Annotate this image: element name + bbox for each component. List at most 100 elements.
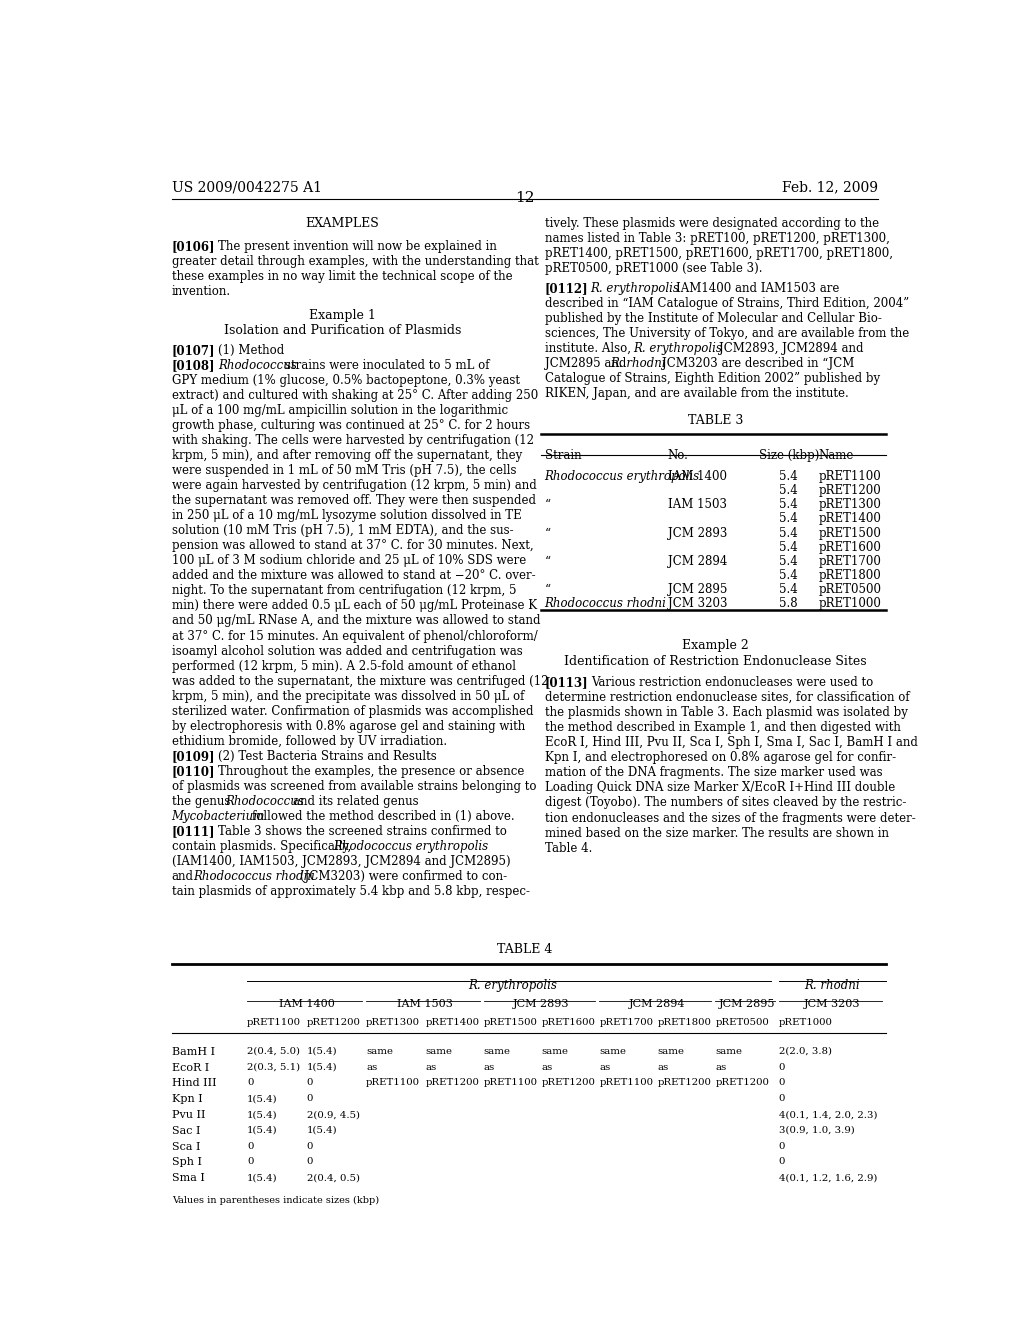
Text: as: as [426,1063,437,1072]
Text: JCM 2895: JCM 2895 [719,999,775,1008]
Text: 0: 0 [778,1158,785,1167]
Text: pRET0500, pRET1000 (see Table 3).: pRET0500, pRET1000 (see Table 3). [545,263,762,276]
Text: 0: 0 [247,1078,253,1088]
Text: as: as [599,1063,610,1072]
Text: 0: 0 [306,1158,313,1167]
Text: as: as [483,1063,495,1072]
Text: same: same [542,1047,568,1056]
Text: sciences, The University of Tokyo, and are available from the: sciences, The University of Tokyo, and a… [545,327,909,341]
Text: JCM 2894: JCM 2894 [629,999,686,1008]
Text: 5.4: 5.4 [779,583,798,597]
Text: Hind III: Hind III [172,1078,216,1089]
Text: the supernatant was removed off. They were then suspended: the supernatant was removed off. They we… [172,494,536,507]
Text: 5.4: 5.4 [779,470,798,483]
Text: R. rhodni: R. rhodni [805,979,860,993]
Text: 0: 0 [778,1078,785,1088]
Text: sterilized water. Confirmation of plasmids was accomplished: sterilized water. Confirmation of plasmi… [172,705,534,718]
Text: pRET1400, pRET1500, pRET1600, pRET1700, pRET1800,: pRET1400, pRET1500, pRET1600, pRET1700, … [545,247,893,260]
Text: [0108]: [0108] [172,359,215,372]
Text: 0: 0 [778,1063,785,1072]
Text: 12: 12 [515,191,535,205]
Text: isoamyl alcohol solution was added and centrifugation was: isoamyl alcohol solution was added and c… [172,644,522,657]
Text: contain plasmids. Specifically,: contain plasmids. Specifically, [172,840,351,853]
Text: were again harvested by centrifugation (12 krpm, 5 min) and: were again harvested by centrifugation (… [172,479,537,492]
Text: “: “ [545,527,551,540]
Text: pRET1300: pRET1300 [818,499,882,511]
Text: extract) and cultured with shaking at 25° C. After adding 250: extract) and cultured with shaking at 25… [172,389,538,401]
Text: followed the method described in (1) above.: followed the method described in (1) abo… [252,810,514,824]
Text: names listed in Table 3: pRET100, pRET1200, pRET1300,: names listed in Table 3: pRET100, pRET12… [545,232,890,246]
Text: US 2009/0042275 A1: US 2009/0042275 A1 [172,181,322,195]
Text: tively. These plasmids were designated according to the: tively. These plasmids were designated a… [545,218,879,231]
Text: pension was allowed to stand at 37° C. for 30 minutes. Next,: pension was allowed to stand at 37° C. f… [172,540,534,552]
Text: 3(0.9, 1.0, 3.9): 3(0.9, 1.0, 3.9) [778,1126,854,1135]
Text: Various restriction endonucleases were used to: Various restriction endonucleases were u… [591,676,872,689]
Text: solution (10 mM Tris (pH 7.5), 1 mM EDTA), and the sus-: solution (10 mM Tris (pH 7.5), 1 mM EDTA… [172,524,513,537]
Text: Rhodococcus: Rhodococcus [225,795,304,808]
Text: 0: 0 [778,1142,785,1151]
Text: Rhodococcus rhodni: Rhodococcus rhodni [545,598,667,610]
Text: IAM 1400: IAM 1400 [279,999,335,1008]
Text: R. rhodni: R. rhodni [610,358,667,370]
Text: JCM 2893: JCM 2893 [668,527,727,540]
Text: 1(5.4): 1(5.4) [247,1110,278,1119]
Text: pRET1500: pRET1500 [483,1018,538,1027]
Text: 5.4: 5.4 [779,554,798,568]
Text: pRET1100: pRET1100 [367,1078,420,1088]
Text: pRET1400: pRET1400 [426,1018,479,1027]
Text: same: same [426,1047,453,1056]
Text: and: and [172,870,194,883]
Text: same: same [483,1047,511,1056]
Text: Example 1: Example 1 [309,309,376,322]
Text: pRET1600: pRET1600 [818,541,882,554]
Text: JCM 3203: JCM 3203 [804,999,860,1008]
Text: (1) Method: (1) Method [218,343,284,356]
Text: pRET1700: pRET1700 [599,1018,653,1027]
Text: these examples in no way limit the technical scope of the: these examples in no way limit the techn… [172,271,512,282]
Text: mined based on the size marker. The results are shown in: mined based on the size marker. The resu… [545,826,889,840]
Text: pRET1100: pRET1100 [247,1018,301,1027]
Text: greater detail through examples, with the understanding that: greater detail through examples, with th… [172,255,539,268]
Text: Table 4.: Table 4. [545,842,592,854]
Text: were suspended in 1 mL of 50 mM Tris (pH 7.5), the cells: were suspended in 1 mL of 50 mM Tris (pH… [172,465,516,477]
Text: 4(0.1, 1.2, 1.6, 2.9): 4(0.1, 1.2, 1.6, 2.9) [778,1173,878,1183]
Text: Rhodococcus erythropolis: Rhodococcus erythropolis [545,470,699,483]
Text: described in “IAM Catalogue of Strains, Third Edition, 2004”: described in “IAM Catalogue of Strains, … [545,297,909,310]
Text: EcoR I, Hind III, Pvu II, Sca I, Sph I, Sma I, Sac I, BamH I and: EcoR I, Hind III, Pvu II, Sca I, Sph I, … [545,737,918,750]
Text: TABLE 3: TABLE 3 [687,414,743,428]
Text: Example 2: Example 2 [682,639,749,652]
Text: 2(0.9, 4.5): 2(0.9, 4.5) [306,1110,359,1119]
Text: pRET0500: pRET0500 [818,583,882,597]
Text: [0106]: [0106] [172,240,215,253]
Text: 5.4: 5.4 [779,484,798,498]
Text: GPY medium (1% glucose, 0.5% bactopeptone, 0.3% yeast: GPY medium (1% glucose, 0.5% bactopepton… [172,374,519,387]
Text: JCM3203 are described in “JCM: JCM3203 are described in “JCM [663,358,854,370]
Text: as: as [657,1063,669,1072]
Text: was added to the supernatant, the mixture was centrifuged (12: was added to the supernatant, the mixtur… [172,675,548,688]
Text: JCM 3203: JCM 3203 [668,598,727,610]
Text: Values in parentheses indicate sizes (kbp): Values in parentheses indicate sizes (kb… [172,1196,379,1205]
Text: mation of the DNA fragments. The size marker used was: mation of the DNA fragments. The size ma… [545,767,883,779]
Text: RIKEN, Japan, and are available from the institute.: RIKEN, Japan, and are available from the… [545,387,849,400]
Text: 4(0.1, 1.4, 2.0, 2.3): 4(0.1, 1.4, 2.0, 2.3) [778,1110,878,1119]
Text: ethidium bromide, followed by UV irradiation.: ethidium bromide, followed by UV irradia… [172,735,446,748]
Text: pRET1200: pRET1200 [306,1018,360,1027]
Text: Mycobacterium: Mycobacterium [172,810,265,824]
Text: [0107]: [0107] [172,343,215,356]
Text: in 250 μL of a 10 mg/mL lysozyme solution dissolved in TE: in 250 μL of a 10 mg/mL lysozyme solutio… [172,510,521,523]
Text: Isolation and Purification of Plasmids: Isolation and Purification of Plasmids [223,325,461,337]
Text: same: same [367,1047,393,1056]
Text: at 37° C. for 15 minutes. An equivalent of phenol/chloroform/: at 37° C. for 15 minutes. An equivalent … [172,630,538,643]
Text: IAM 1503: IAM 1503 [668,499,727,511]
Text: added and the mixture was allowed to stand at −20° C. over-: added and the mixture was allowed to sta… [172,569,536,582]
Text: Table 3 shows the screened strains confirmed to: Table 3 shows the screened strains confi… [218,825,507,838]
Text: R. erythropolis: R. erythropolis [634,342,722,355]
Text: 100 μL of 3 M sodium chloride and 25 μL of 10% SDS were: 100 μL of 3 M sodium chloride and 25 μL … [172,554,526,568]
Text: pRET1200: pRET1200 [657,1078,712,1088]
Text: Rhodococcus rhodni: Rhodococcus rhodni [194,870,315,883]
Text: growth phase, culturing was continued at 25° C. for 2 hours: growth phase, culturing was continued at… [172,418,529,432]
Text: tain plasmids of approximately 5.4 kbp and 5.8 kbp, respec-: tain plasmids of approximately 5.4 kbp a… [172,886,529,898]
Text: same: same [715,1047,742,1056]
Text: Rhodococcus: Rhodococcus [218,359,297,372]
Text: digest (Toyobo). The numbers of sites cleaved by the restric-: digest (Toyobo). The numbers of sites cl… [545,796,906,809]
